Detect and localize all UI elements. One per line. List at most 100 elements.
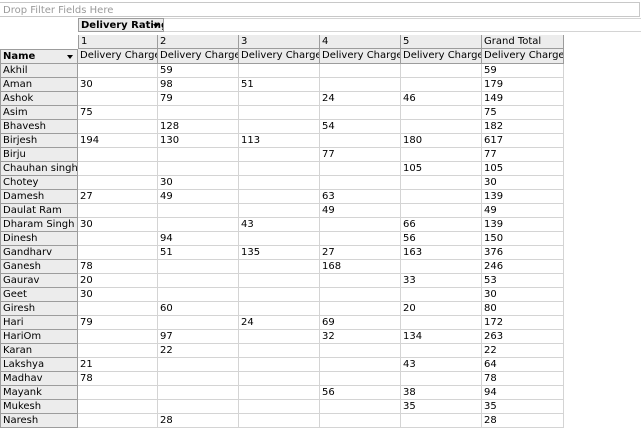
data-cell[interactable] <box>239 64 320 78</box>
data-cell[interactable] <box>78 148 158 162</box>
data-cell[interactable] <box>401 288 482 302</box>
data-cell[interactable]: 77 <box>482 148 564 162</box>
data-cell[interactable] <box>78 246 158 260</box>
data-cell[interactable]: 263 <box>482 330 564 344</box>
data-cell[interactable] <box>401 372 482 386</box>
data-cell[interactable] <box>239 400 320 414</box>
data-cell[interactable]: 172 <box>482 316 564 330</box>
filter-drop-area[interactable]: Drop Filter Fields Here <box>0 2 640 17</box>
data-cell[interactable]: 94 <box>482 386 564 400</box>
data-cell[interactable]: 21 <box>78 358 158 372</box>
data-cell[interactable]: 20 <box>401 302 482 316</box>
row-header-name[interactable]: Mayank <box>0 386 78 400</box>
data-cell[interactable] <box>158 288 239 302</box>
data-cell[interactable] <box>158 148 239 162</box>
row-header-name[interactable]: Birjesh <box>0 134 78 148</box>
data-cell[interactable] <box>239 106 320 120</box>
row-header-name[interactable]: Birju <box>0 148 78 162</box>
data-cell[interactable] <box>401 316 482 330</box>
row-header-name[interactable]: Gandharv <box>0 246 78 260</box>
data-cell[interactable] <box>78 386 158 400</box>
data-cell[interactable]: 139 <box>482 190 564 204</box>
data-cell[interactable]: 134 <box>401 330 482 344</box>
data-cell[interactable] <box>239 204 320 218</box>
data-cell[interactable] <box>239 330 320 344</box>
column-header-grand-total[interactable]: Grand Total <box>482 35 564 49</box>
data-cell[interactable]: 617 <box>482 134 564 148</box>
data-cell[interactable] <box>158 358 239 372</box>
data-cell[interactable]: 105 <box>482 162 564 176</box>
data-cell[interactable] <box>401 148 482 162</box>
chevron-down-icon[interactable] <box>153 24 159 28</box>
data-cell[interactable]: 75 <box>78 106 158 120</box>
data-cell[interactable] <box>320 106 401 120</box>
data-cell[interactable]: 75 <box>482 106 564 120</box>
column-header-rating-5[interactable]: 5 <box>401 35 482 49</box>
data-cell[interactable]: 59 <box>158 64 239 78</box>
data-cell[interactable]: 22 <box>158 344 239 358</box>
data-cell[interactable]: 78 <box>78 260 158 274</box>
row-header-name[interactable]: Madhav <box>0 372 78 386</box>
data-cell[interactable] <box>320 64 401 78</box>
data-cell[interactable]: 182 <box>482 120 564 134</box>
data-cell[interactable] <box>239 288 320 302</box>
data-cell[interactable] <box>401 190 482 204</box>
data-cell[interactable] <box>239 260 320 274</box>
row-header-name[interactable]: Bhavesh <box>0 120 78 134</box>
data-cell[interactable] <box>239 372 320 386</box>
data-cell[interactable]: 78 <box>482 372 564 386</box>
data-cell[interactable] <box>78 64 158 78</box>
data-cell[interactable] <box>320 274 401 288</box>
data-cell[interactable] <box>158 274 239 288</box>
data-cell[interactable] <box>78 176 158 190</box>
data-cell[interactable] <box>158 400 239 414</box>
data-cell[interactable]: 98 <box>158 78 239 92</box>
data-cell[interactable] <box>239 92 320 106</box>
data-cell[interactable] <box>320 162 401 176</box>
data-cell[interactable] <box>78 330 158 344</box>
data-cell[interactable] <box>158 386 239 400</box>
data-cell[interactable]: 43 <box>401 358 482 372</box>
data-cell[interactable] <box>239 358 320 372</box>
data-cell[interactable]: 30 <box>78 288 158 302</box>
data-cell[interactable]: 54 <box>320 120 401 134</box>
row-header-name[interactable]: Mukesh <box>0 400 78 414</box>
data-cell[interactable]: 60 <box>158 302 239 316</box>
data-cell[interactable] <box>320 302 401 316</box>
row-header-name[interactable]: Lakshya <box>0 358 78 372</box>
column-header-rating-2[interactable]: 2 <box>158 35 239 49</box>
data-cell[interactable]: 33 <box>401 274 482 288</box>
data-cell[interactable]: 35 <box>482 400 564 414</box>
data-cell[interactable]: 149 <box>482 92 564 106</box>
data-cell[interactable]: 180 <box>401 134 482 148</box>
row-header-name[interactable]: Gaurav <box>0 274 78 288</box>
row-header-name[interactable]: Karan <box>0 344 78 358</box>
data-cell[interactable]: 135 <box>239 246 320 260</box>
data-cell[interactable] <box>78 162 158 176</box>
row-header-name[interactable]: Daulat Ram <box>0 204 78 218</box>
data-cell[interactable]: 22 <box>482 344 564 358</box>
data-cell[interactable] <box>239 120 320 134</box>
data-cell[interactable]: 163 <box>401 246 482 260</box>
data-cell[interactable]: 24 <box>239 316 320 330</box>
data-cell[interactable] <box>158 204 239 218</box>
data-cell[interactable]: 78 <box>78 372 158 386</box>
data-cell[interactable]: 30 <box>158 176 239 190</box>
chevron-down-icon[interactable] <box>67 55 73 59</box>
data-cell[interactable] <box>78 344 158 358</box>
row-header-name[interactable]: Aman <box>0 78 78 92</box>
data-cell[interactable] <box>158 316 239 330</box>
row-header-name[interactable]: Chauhan singh <box>0 162 78 176</box>
row-header-name[interactable]: Dharam Singh <box>0 218 78 232</box>
data-cell[interactable]: 77 <box>320 148 401 162</box>
data-cell[interactable]: 97 <box>158 330 239 344</box>
data-cell[interactable]: 27 <box>78 190 158 204</box>
data-cell[interactable] <box>320 232 401 246</box>
data-cell[interactable] <box>401 344 482 358</box>
row-header-name[interactable]: Akhil <box>0 64 78 78</box>
data-cell[interactable] <box>320 218 401 232</box>
data-cell[interactable]: 20 <box>78 274 158 288</box>
data-cell[interactable]: 79 <box>158 92 239 106</box>
data-cell[interactable]: 24 <box>320 92 401 106</box>
column-header-rating-4[interactable]: 4 <box>320 35 401 49</box>
